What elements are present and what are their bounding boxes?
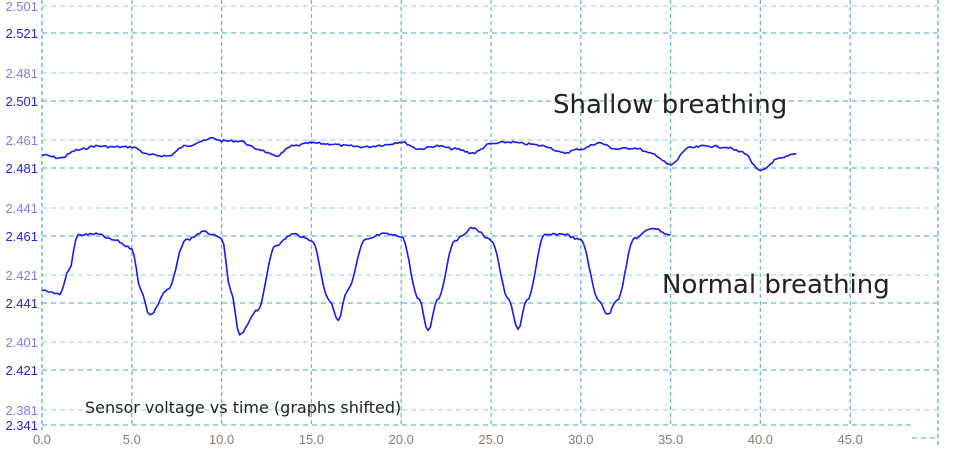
- x-tick-label: 35.0: [658, 432, 683, 447]
- y-tick-label: 2.421: [5, 363, 38, 378]
- data-series: [41, 137, 797, 336]
- x-tick-label: 25.0: [478, 432, 503, 447]
- normal-breathing-trace: [41, 226, 671, 336]
- horizontal-gridlines: [42, 5, 938, 439]
- x-tick-label: 30.0: [568, 432, 593, 447]
- chart-title: Sensor voltage vs time (graphs shifted): [85, 398, 401, 417]
- shallow-breathing-trace: [41, 137, 797, 172]
- x-tick-label: 10.0: [209, 432, 234, 447]
- y-tick-label: 2.481: [5, 161, 38, 176]
- y-tick-label: 2.341: [5, 418, 38, 433]
- vertical-gridlines: [41, 0, 939, 445]
- y-tick-label: 2.461: [5, 229, 38, 244]
- x-tick-label: 0.0: [33, 432, 51, 447]
- y-tick-label: 2.441: [5, 296, 38, 311]
- x-tick-label: 20.0: [389, 432, 414, 447]
- y-tick-label: 2.381: [5, 403, 38, 418]
- x-axis-labels: 0.0 5.0 10.0 15.0 20.0 25.0 30.0 35.0 40.0 45.0: [33, 432, 863, 447]
- y-tick-label: 2.481: [5, 66, 38, 81]
- x-tick-label: 5.0: [123, 432, 141, 447]
- y-tick-label: 2.501: [5, 0, 38, 14]
- y-tick-label: 2.461: [5, 133, 38, 148]
- x-tick-label: 40.0: [748, 432, 773, 447]
- y-tick-label: 2.501: [5, 94, 38, 109]
- x-tick-label: 15.0: [299, 432, 324, 447]
- y-tick-label: 2.401: [5, 335, 38, 350]
- y-axis-labels: 2.501 2.481 2.461 2.441 2.421 2.401 2.381 2.521…: [5, 0, 38, 433]
- y-tick-label: 2.521: [5, 26, 38, 41]
- normal-breathing-label: Normal breathing: [662, 270, 890, 300]
- y-tick-label: 2.421: [5, 268, 38, 283]
- shallow-breathing-label: Shallow breathing: [553, 90, 787, 120]
- x-tick-label: 45.0: [838, 432, 863, 447]
- y-tick-label: 2.441: [5, 201, 38, 216]
